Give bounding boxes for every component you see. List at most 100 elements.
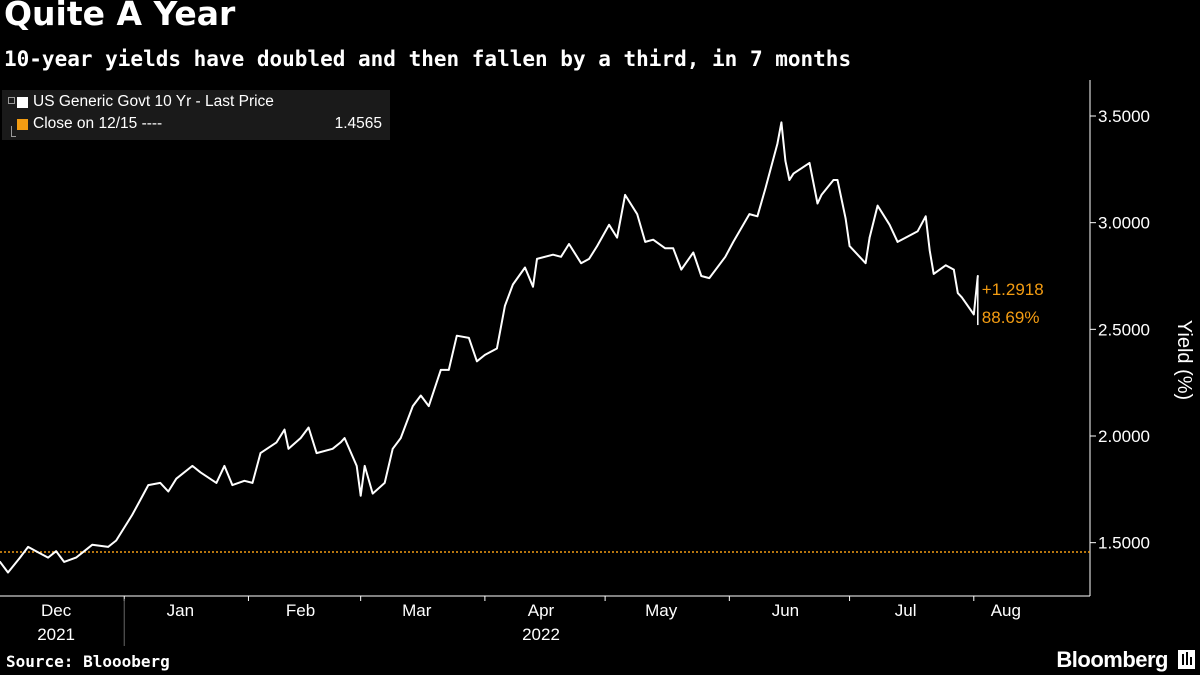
data-point (680, 268, 683, 271)
data-point (391, 448, 394, 450)
data-point (215, 482, 218, 484)
data-point (147, 484, 150, 486)
data-point (167, 490, 170, 493)
data-point (199, 471, 202, 474)
data-point (700, 275, 703, 277)
data-point (888, 224, 891, 226)
data-point (19, 556, 21, 559)
data-point (343, 437, 346, 439)
data-point (307, 426, 310, 429)
data-point (7, 571, 9, 574)
data-point (283, 428, 286, 431)
data-point (961, 296, 963, 299)
data-point (83, 550, 85, 552)
data-point (756, 215, 759, 218)
data-point (816, 202, 819, 205)
data-point (476, 360, 478, 363)
data-point (820, 194, 823, 196)
collapse-icon[interactable] (8, 97, 15, 104)
data-point (876, 204, 879, 207)
data-point (331, 448, 334, 450)
data-point (131, 514, 133, 516)
y-tick-label: 2.5000 (1098, 320, 1150, 339)
data-point (844, 217, 847, 220)
data-point (355, 465, 358, 467)
data-point (953, 268, 955, 271)
data-point (692, 251, 695, 254)
legend-label: Close on 12/15 ---- (33, 115, 163, 132)
data-point (568, 243, 570, 245)
legend-value: 1.4565 (334, 115, 382, 132)
data-point (27, 546, 29, 548)
x-tick-label: Dec (41, 601, 72, 620)
legend-label: US Generic Govt 10 Yr - Last Price (33, 93, 274, 110)
data-point (223, 465, 226, 467)
data-point (75, 556, 77, 559)
data-point (55, 550, 57, 552)
data-point (792, 172, 795, 175)
annotation-layer: +1.2918 88.69% (977, 276, 1044, 327)
data-point (339, 441, 342, 444)
data-point (115, 539, 117, 542)
data-point (836, 179, 839, 181)
data-point (784, 160, 787, 162)
change-percent-label: 88.69% (982, 308, 1040, 327)
data-point (412, 405, 414, 407)
x-year-label: 2022 (522, 625, 560, 644)
y-tick-label: 2.0000 (1098, 427, 1150, 446)
legend-item-close-on-12-15[interactable]: Close on 12/15 ---- 1.4565 (2, 114, 390, 137)
x-tick-label: Jan (167, 601, 194, 620)
data-point (924, 215, 927, 218)
data-point (832, 179, 835, 181)
y-axis-title: Yield (%) (1173, 320, 1195, 400)
data-point (383, 482, 386, 484)
data-point (504, 305, 506, 307)
data-point (588, 258, 590, 260)
data-point (973, 313, 975, 316)
data-point (560, 255, 562, 258)
data-point (0, 561, 1, 563)
data-point (808, 162, 811, 164)
data-point (275, 441, 278, 444)
data-point (636, 213, 638, 215)
data-point (552, 253, 554, 256)
data-point (35, 550, 37, 552)
data-point (916, 230, 919, 232)
data-point (359, 494, 362, 497)
data-point (399, 437, 402, 439)
data-point (536, 258, 538, 260)
data-point (652, 238, 654, 241)
data-point (251, 482, 254, 484)
data-point (932, 273, 935, 275)
x-tick-label: May (645, 601, 678, 620)
chart-legend: US Generic Govt 10 Yr - Last Price Close… (2, 90, 390, 140)
data-point (371, 492, 374, 495)
data-point (724, 255, 727, 258)
data-point (608, 224, 610, 226)
data-point (780, 121, 783, 124)
data-point (944, 264, 947, 267)
y-tick-label: 1.5000 (1098, 534, 1150, 553)
data-point (448, 369, 450, 371)
x-tick-label: Aug (991, 601, 1021, 620)
data-point (896, 241, 899, 243)
data-point (868, 236, 871, 239)
data-point (47, 556, 49, 559)
tree-branch-icon (11, 126, 16, 137)
data-point (259, 452, 262, 454)
data-point (776, 142, 779, 145)
data-point (624, 194, 626, 196)
data-point (957, 292, 959, 294)
x-tick-label: Apr (528, 601, 555, 620)
data-point (512, 283, 514, 286)
data-point (175, 477, 178, 480)
legend-item-us-generic-govt-10yr[interactable]: US Generic Govt 10 Yr - Last Price (2, 92, 390, 114)
data-point (139, 499, 142, 501)
data-point (231, 484, 234, 486)
data-point (287, 448, 290, 450)
data-point (616, 236, 618, 239)
x-year-label: 2021 (37, 625, 75, 644)
data-point (788, 179, 791, 181)
data-point (484, 354, 486, 356)
